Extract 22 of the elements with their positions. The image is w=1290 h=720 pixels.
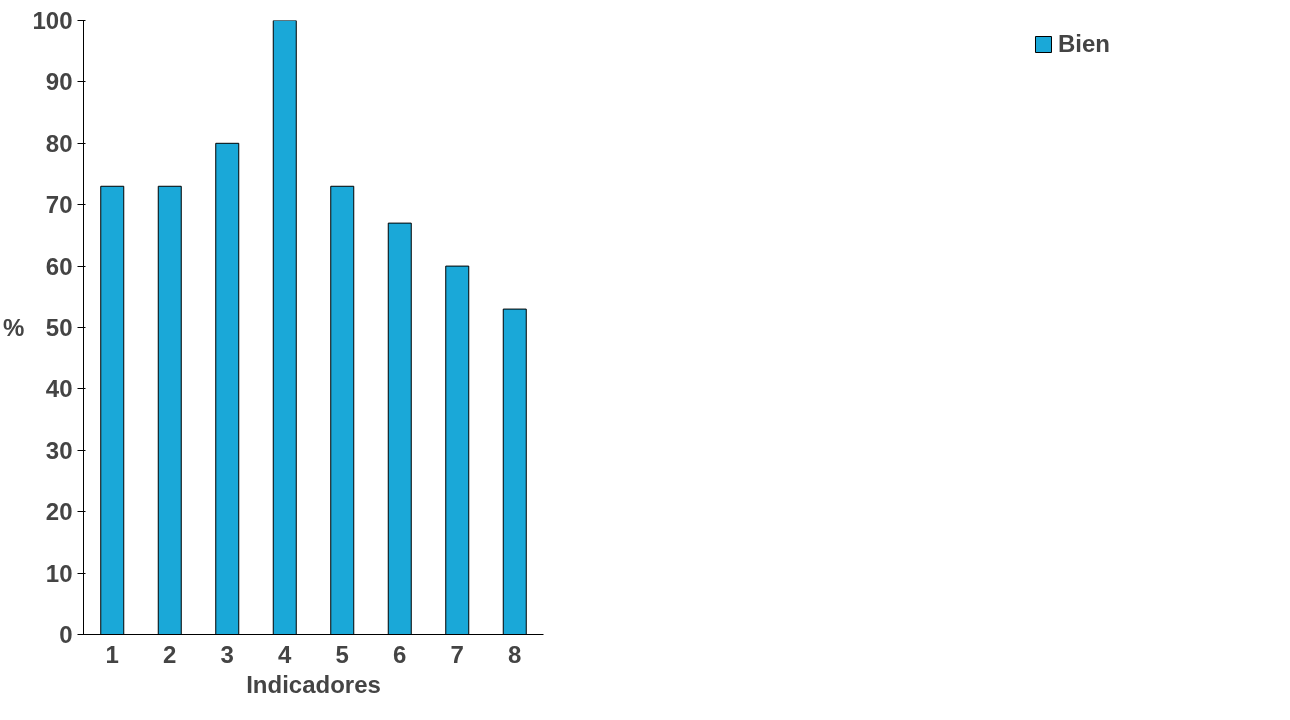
x-tick-label: 4 xyxy=(278,640,293,668)
x-axis-title: Indicadores xyxy=(246,670,381,698)
x-tick-label: 7 xyxy=(450,640,464,668)
y-tick-label: 20 xyxy=(45,498,73,526)
y-tick-label: 90 xyxy=(45,68,73,96)
x-tick-label: 6 xyxy=(393,640,407,668)
y-tick-label: 100 xyxy=(32,7,73,34)
x-tick-label: 1 xyxy=(105,640,119,668)
y-tick-label: 80 xyxy=(45,129,73,157)
y-tick-label: 40 xyxy=(45,375,73,403)
x-tick-label: 2 xyxy=(163,640,177,668)
x-tick-label: 3 xyxy=(220,640,234,668)
y-tick-label: 10 xyxy=(45,559,73,587)
y-tick-label: 30 xyxy=(45,436,73,464)
y-tick-label: 50 xyxy=(45,314,73,341)
y-tick-label: 70 xyxy=(45,191,73,219)
x-tick-label: 5 xyxy=(335,640,349,668)
legend-label: Bien xyxy=(1057,30,1110,58)
y-axis-title: % xyxy=(3,314,25,341)
y-tick-label: 0 xyxy=(59,621,73,648)
x-tick-label: 8 xyxy=(508,640,522,668)
y-tick-label: 60 xyxy=(45,252,73,280)
